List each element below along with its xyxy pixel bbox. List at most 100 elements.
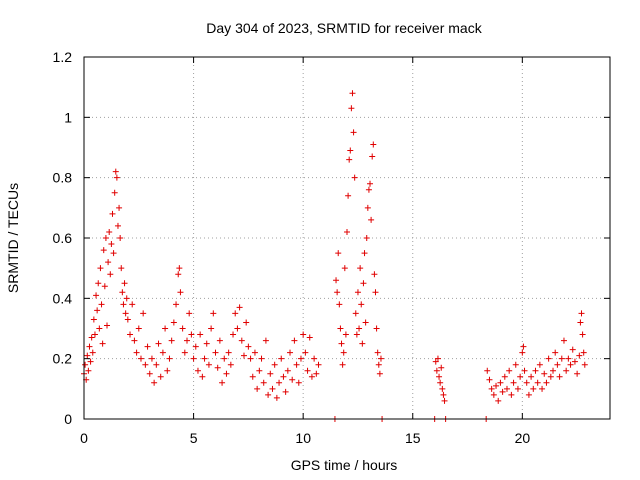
data-point — [243, 319, 250, 326]
data-point — [372, 289, 379, 296]
data-point — [190, 355, 197, 362]
data-point — [532, 367, 539, 374]
data-point — [308, 373, 315, 380]
data-point — [539, 385, 546, 392]
data-point — [258, 355, 265, 362]
data-point — [214, 364, 221, 371]
data-point — [131, 337, 138, 344]
data-point — [508, 391, 515, 398]
y-tick-label: 0.4 — [53, 290, 73, 306]
data-point — [581, 361, 588, 368]
data-point — [352, 310, 359, 317]
data-point — [569, 346, 576, 353]
x-tick-labels: 0 5 10 15 20 — [80, 430, 530, 446]
data-point — [361, 250, 368, 257]
data-point — [280, 373, 287, 380]
data-point — [440, 391, 447, 398]
data-point — [236, 304, 243, 311]
data-point — [439, 385, 446, 392]
data-point — [493, 382, 500, 389]
y-axis-label: SRMTID / TECUs — [5, 183, 21, 293]
data-point — [232, 310, 239, 317]
data-point — [567, 361, 574, 368]
data-point — [376, 370, 383, 377]
data-point — [197, 331, 204, 338]
data-point — [313, 370, 320, 377]
data-point — [221, 355, 228, 362]
data-point — [267, 370, 274, 377]
data-point — [162, 325, 169, 332]
data-point — [87, 358, 94, 365]
data-point — [565, 355, 572, 362]
data-point — [89, 349, 96, 356]
data-point — [287, 349, 294, 356]
data-point — [245, 343, 252, 350]
data-point — [96, 325, 103, 332]
data-point — [98, 301, 105, 308]
data-point — [269, 385, 276, 392]
data-point — [144, 343, 151, 350]
data-point — [109, 210, 116, 217]
data-point — [142, 361, 149, 368]
data-point — [545, 355, 552, 362]
data-point — [534, 379, 541, 386]
data-point — [338, 340, 345, 347]
data-point — [341, 265, 348, 272]
data-point — [517, 373, 524, 380]
data-point — [113, 174, 120, 181]
data-point — [339, 361, 346, 368]
data-point — [91, 331, 98, 338]
data-point — [344, 228, 350, 235]
data-point — [127, 331, 134, 338]
data-point — [347, 147, 354, 154]
data-point — [101, 283, 108, 290]
data-point — [170, 319, 177, 326]
data-point — [350, 129, 357, 136]
data-point — [353, 331, 360, 338]
data-point — [315, 361, 322, 368]
data-point — [227, 361, 234, 368]
ticks — [83, 56, 610, 420]
data-point — [105, 259, 112, 266]
data-point — [203, 340, 210, 347]
data-point — [523, 379, 530, 386]
data-point — [547, 373, 554, 380]
data-point — [574, 370, 581, 377]
data-point — [140, 310, 147, 317]
data-point — [205, 361, 212, 368]
data-point — [521, 367, 528, 374]
data-point — [212, 349, 219, 356]
x-tick-label: 20 — [515, 430, 531, 446]
data-point — [107, 271, 114, 278]
data-point — [530, 385, 537, 392]
data-point — [210, 310, 217, 317]
data-point — [337, 325, 344, 332]
data-point — [556, 373, 563, 380]
data-point — [499, 388, 506, 395]
data-point — [304, 367, 311, 374]
data-point — [510, 379, 517, 386]
data-point — [579, 331, 586, 338]
x-tick-label: 0 — [80, 430, 88, 446]
data-point — [157, 373, 164, 380]
data-point — [177, 289, 184, 296]
data-point — [560, 337, 567, 344]
data-point — [166, 355, 173, 362]
data-point — [276, 379, 283, 386]
data-point — [311, 355, 318, 362]
data-point — [262, 337, 269, 344]
data-point — [116, 204, 123, 211]
data-point — [335, 250, 342, 257]
x-tick-label: 10 — [295, 430, 311, 446]
y-tick-labels: 0 0.2 0.4 0.6 0.8 1 1.2 — [53, 49, 73, 427]
x-tick-label: 5 — [190, 430, 198, 446]
chart-title: Day 304 of 2023, SRMTID for receiver mac… — [206, 20, 482, 36]
data-point — [289, 376, 296, 383]
data-point — [519, 349, 526, 356]
data-point — [438, 364, 445, 371]
data-point — [571, 358, 578, 365]
data-point — [114, 222, 121, 229]
data-point — [558, 355, 565, 362]
data-point — [367, 180, 374, 187]
data-point — [550, 367, 557, 374]
